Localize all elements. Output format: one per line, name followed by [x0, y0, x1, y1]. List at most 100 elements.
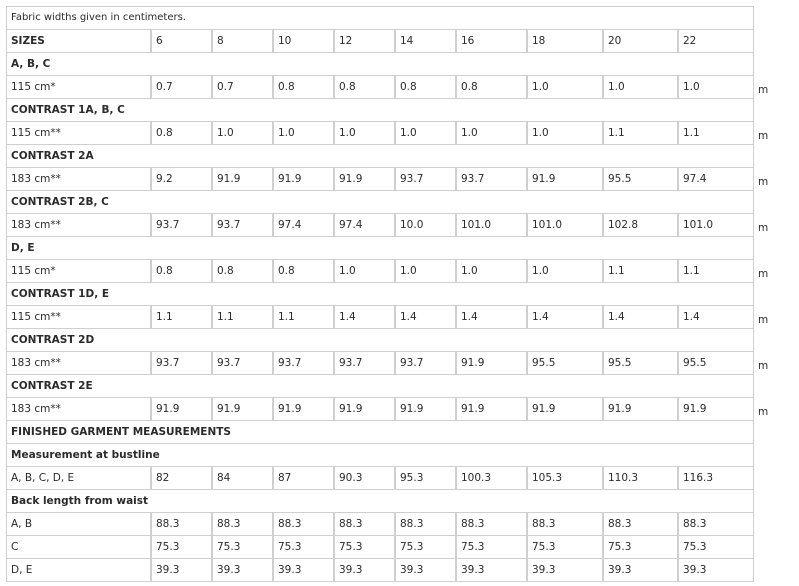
- size-header-cell: 14: [395, 29, 456, 53]
- value-cell: 39.3: [334, 558, 395, 582]
- value-cell: 87: [273, 466, 334, 490]
- table-row: 183 cm** 93.7 93.7 97.4 97.4 10.0 101.0 101.0 10…: [6, 213, 796, 237]
- unit-label: m: [758, 175, 769, 188]
- section-title-row: Back length from waist: [6, 489, 796, 513]
- note-row: Fabric widths given in centimeters.: [6, 6, 796, 30]
- value-cell: 75.3: [395, 535, 456, 559]
- value-cell: 1.0: [334, 259, 395, 283]
- value-cell: 90.3: [334, 466, 395, 490]
- section-title-row: CONTRAST 2E: [6, 374, 796, 398]
- value-cell: 1.0: [678, 75, 754, 99]
- value-cell: 1.4: [456, 305, 527, 329]
- unit-label: m: [758, 405, 769, 418]
- section-title: Measurement at bustline: [6, 443, 754, 467]
- section-title: FINISHED GARMENT MEASUREMENTS: [6, 420, 754, 444]
- value-cell: 1.0: [273, 121, 334, 145]
- value-cell: 0.8: [334, 75, 395, 99]
- value-cell: 0.7: [151, 75, 212, 99]
- table-row: 115 cm** 0.8 1.0 1.0 1.0 1.0 1.0 1.0 1.1 1.1 m: [6, 121, 796, 145]
- value-cell: 1.1: [212, 305, 273, 329]
- value-cell: 93.7: [212, 213, 273, 237]
- section-title: D, E: [6, 236, 754, 260]
- value-cell: 88.3: [527, 512, 603, 536]
- section-title: CONTRAST 2D: [6, 328, 754, 352]
- value-cell: 1.0: [334, 121, 395, 145]
- value-cell: 91.9: [334, 397, 395, 421]
- value-cell: 1.0: [527, 75, 603, 99]
- value-cell: 0.8: [456, 75, 527, 99]
- table-row: D, E 39.3 39.3 39.3 39.3 39.3 39.3 39.3 39.3 39.3: [6, 558, 796, 582]
- value-cell: 110.3: [603, 466, 678, 490]
- value-cell: 91.9: [678, 397, 754, 421]
- value-cell: 1.1: [151, 305, 212, 329]
- value-cell: 1.0: [527, 259, 603, 283]
- size-header-cell: 6: [151, 29, 212, 53]
- value-cell: 88.3: [603, 512, 678, 536]
- sizes-header-row: SIZES 6 8 10 12 14 16 18 20 22: [6, 29, 796, 53]
- unit-label: m: [758, 359, 769, 372]
- table-row: A, B 88.3 88.3 88.3 88.3 88.3 88.3 88.3 88.3 88.3: [6, 512, 796, 536]
- section-title-row: CONTRAST 2D: [6, 328, 796, 352]
- table-note: Fabric widths given in centimeters.: [6, 6, 754, 30]
- value-cell: 88.3: [678, 512, 754, 536]
- row-label: D, E: [6, 558, 151, 582]
- value-cell: 1.0: [603, 75, 678, 99]
- row-label: A, B: [6, 512, 151, 536]
- row-label: 115 cm*: [6, 75, 151, 99]
- value-cell: 82: [151, 466, 212, 490]
- section-title: A, B, C: [6, 52, 754, 76]
- value-cell: 95.5: [678, 351, 754, 375]
- section-title-row: CONTRAST 1D, E: [6, 282, 796, 306]
- sizes-header-label: SIZES: [6, 29, 151, 53]
- size-header-cell: 22: [678, 29, 754, 53]
- value-cell: 39.3: [603, 558, 678, 582]
- value-cell: 75.3: [678, 535, 754, 559]
- value-cell: 1.4: [603, 305, 678, 329]
- value-cell: 1.4: [527, 305, 603, 329]
- value-cell: 75.3: [212, 535, 273, 559]
- row-label: A, B, C, D, E: [6, 466, 151, 490]
- unit-label: m: [758, 221, 769, 234]
- section-title-row: CONTRAST 1A, B, C: [6, 98, 796, 122]
- value-cell: 1.1: [603, 121, 678, 145]
- value-cell: 0.8: [212, 259, 273, 283]
- value-cell: 1.1: [678, 121, 754, 145]
- value-cell: 75.3: [456, 535, 527, 559]
- row-label: 115 cm**: [6, 121, 151, 145]
- size-header-cell: 18: [527, 29, 603, 53]
- value-cell: 75.3: [527, 535, 603, 559]
- value-cell: 93.7: [151, 213, 212, 237]
- section-title: CONTRAST 1D, E: [6, 282, 754, 306]
- value-cell: 91.9: [273, 397, 334, 421]
- unit-label: m: [758, 313, 769, 326]
- unit-label: m: [758, 83, 769, 96]
- value-cell: 0.8: [273, 75, 334, 99]
- value-cell: 0.8: [395, 75, 456, 99]
- value-cell: 1.1: [273, 305, 334, 329]
- value-cell: 88.3: [456, 512, 527, 536]
- section-title: Back length from waist: [6, 489, 754, 513]
- value-cell: 1.1: [603, 259, 678, 283]
- value-cell: 1.0: [527, 121, 603, 145]
- value-cell: 0.8: [273, 259, 334, 283]
- value-cell: 88.3: [212, 512, 273, 536]
- value-cell: 0.7: [212, 75, 273, 99]
- value-cell: 88.3: [273, 512, 334, 536]
- section-title: CONTRAST 2E: [6, 374, 754, 398]
- value-cell: 93.7: [151, 351, 212, 375]
- value-cell: 75.3: [603, 535, 678, 559]
- value-cell: 95.5: [527, 351, 603, 375]
- value-cell: 91.9: [334, 167, 395, 191]
- unit-label: m: [758, 267, 769, 280]
- table-row: 115 cm* 0.7 0.7 0.8 0.8 0.8 0.8 1.0 1.0 1.0 m: [6, 75, 796, 99]
- row-label: 183 cm**: [6, 397, 151, 421]
- value-cell: 91.9: [456, 397, 527, 421]
- section-title-row: A, B, C: [6, 52, 796, 76]
- value-cell: 93.7: [456, 167, 527, 191]
- size-header-cell: 20: [603, 29, 678, 53]
- row-label: 115 cm*: [6, 259, 151, 283]
- value-cell: 88.3: [395, 512, 456, 536]
- value-cell: 100.3: [456, 466, 527, 490]
- value-cell: 95.5: [603, 167, 678, 191]
- value-cell: 1.0: [212, 121, 273, 145]
